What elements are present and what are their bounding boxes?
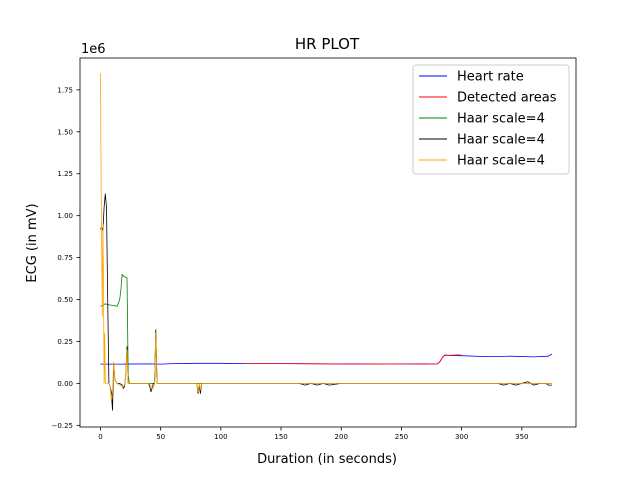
chart-title: HR PLOT [295, 35, 360, 53]
x-tick-label: 200 [335, 433, 348, 441]
y-tick-label: 1.50 [57, 128, 73, 136]
legend: Heart rate Detected areas Haar scale=4 Haar… [412, 64, 570, 175]
y-offset-label: 1e6 [81, 42, 106, 57]
y-tick-label: 1.25 [57, 170, 73, 178]
series-line-5 [100, 73, 552, 401]
series-lines [100, 73, 553, 411]
x-axis-title: Duration (in seconds) [257, 452, 397, 467]
legend-box [412, 64, 570, 175]
legend-label-3: Haar scale=4 [457, 112, 545, 127]
y-tick-label: 0.75 [57, 254, 73, 262]
y-tick-label: 0.00 [57, 380, 73, 388]
x-tick-label: 350 [515, 433, 528, 441]
y-tick-label: 1.75 [57, 86, 73, 94]
legend-label-2: Detected areas [457, 91, 557, 106]
x-tick-label: 100 [214, 433, 227, 441]
x-tick-label: 50 [156, 433, 165, 441]
axes-frame [79, 57, 577, 428]
plot-area: 0 50 100 150 200 250 300 350 −0.25 0.00 0.25 0.50 0.… [52, 57, 577, 441]
y-tick-label: 0.25 [57, 338, 73, 346]
legend-label-1: Heart rate [457, 70, 524, 85]
y-tick-label: 0.50 [57, 296, 73, 304]
y-axis-title: ECG (in mV) [25, 203, 40, 282]
y-tick-label: −0.25 [52, 422, 73, 430]
x-tick-label: 300 [455, 433, 468, 441]
y-tick-label: 1.00 [57, 212, 73, 220]
legend-label-4: Haar scale=4 [457, 133, 545, 148]
x-tick-label: 150 [274, 433, 287, 441]
x-tick-label: 250 [395, 433, 408, 441]
legend-label-5: Haar scale=4 [457, 154, 545, 169]
x-tick-label: 0 [98, 433, 102, 441]
series-line-2 [244, 354, 462, 365]
